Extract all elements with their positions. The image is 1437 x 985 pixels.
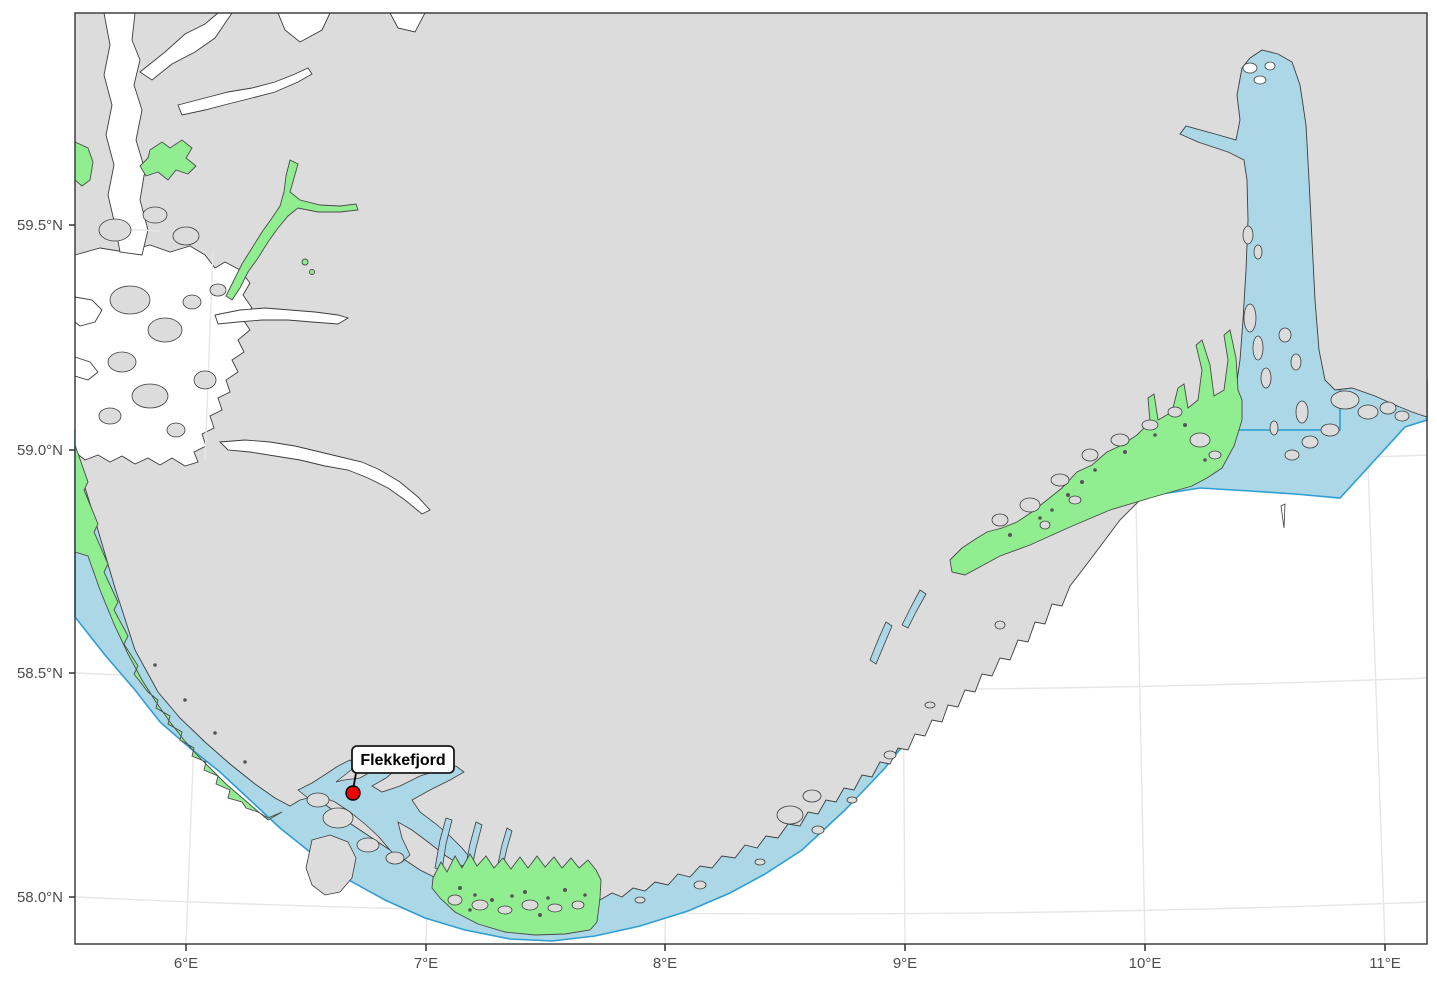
x-tick-label: 10°E: [1129, 955, 1162, 972]
y-axis-labels: 59.5°N 59.0°N 58.5°N 58.0°N: [17, 217, 63, 906]
zone-patches-northwest: [74, 139, 359, 301]
x-tick-label: 9°E: [893, 955, 917, 972]
x-tick-label: 6°E: [174, 955, 198, 972]
annotation-label: Flekkefjord: [360, 752, 445, 769]
zone-skagerrak: [949, 329, 1243, 576]
annotation-label-box: [351, 745, 455, 774]
x-tick-label: 8°E: [653, 955, 677, 972]
location-marker[interactable]: [345, 785, 361, 801]
zone-jaeren: [74, 444, 283, 821]
skerry-speckles: [153, 423, 1207, 917]
panel-border: [74, 12, 1428, 945]
y-tick-label: 59.0°N: [17, 442, 63, 459]
y-tick-label: 58.5°N: [17, 665, 63, 682]
fjord-islands: [98, 206, 227, 438]
x-axis-labels: 6°E 7°E 8°E 9°E 10°E 11°E: [174, 955, 1401, 972]
y-tick-label: 59.5°N: [17, 217, 63, 234]
x-tick-label: 7°E: [414, 955, 438, 972]
marker-annotation: Flekkefjord: [345, 745, 455, 801]
zone-lindesnes: [431, 853, 602, 936]
bay-islands: [305, 792, 405, 896]
skerry-islands: [447, 406, 1222, 915]
y-tick-label: 58.0°N: [17, 889, 63, 906]
x-tick-label: 11°E: [1369, 955, 1401, 972]
axis-ticks: [69, 224, 1386, 951]
oslofjord-islands: [1242, 61, 1410, 529]
